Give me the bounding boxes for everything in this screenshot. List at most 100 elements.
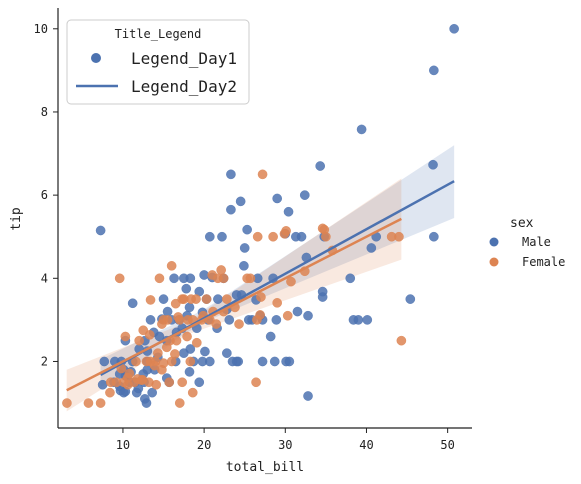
inner-legend-frame	[66, 19, 250, 105]
point-male	[127, 298, 138, 309]
point-male	[235, 196, 246, 207]
point-male	[257, 356, 268, 367]
point-male	[303, 391, 313, 401]
point-female	[154, 273, 165, 284]
point-male	[184, 302, 195, 313]
x-tick-label: 20	[197, 438, 211, 452]
y-tick-label: 6	[41, 188, 48, 202]
point-female	[120, 331, 131, 342]
point-female	[114, 273, 125, 284]
point-male	[239, 243, 250, 253]
point-female	[192, 337, 202, 348]
sex-legend-male-marker	[489, 237, 499, 247]
inner-legend-title: Title_Legend	[115, 27, 202, 41]
point-male	[283, 206, 294, 217]
point-female	[268, 231, 278, 242]
point-male	[204, 231, 215, 242]
sex-legend-title: sex	[510, 216, 534, 231]
point-male	[362, 315, 373, 325]
point-male	[131, 387, 142, 398]
point-male	[429, 65, 439, 76]
point-male	[292, 306, 303, 317]
point-male	[194, 377, 205, 388]
point-female	[213, 273, 223, 284]
point-female	[185, 356, 196, 367]
point-female	[157, 319, 167, 329]
point-female	[145, 295, 156, 305]
x-tick-label: 40	[359, 438, 373, 452]
point-female	[123, 379, 133, 390]
inner-legend: Title_Legend Legend_Day1 Legend_Day2	[66, 19, 250, 105]
point-male	[272, 193, 282, 204]
point-female	[252, 231, 263, 242]
point-male	[284, 356, 295, 367]
point-female	[282, 310, 293, 321]
point-male	[200, 346, 210, 357]
point-female	[134, 335, 144, 346]
point-female	[95, 398, 106, 408]
point-male	[217, 231, 227, 242]
legend-day1-marker	[91, 53, 101, 63]
point-male	[242, 224, 252, 235]
point-male	[226, 169, 236, 180]
point-male	[303, 310, 313, 321]
x-tick-label: 50	[440, 438, 454, 452]
point-female	[83, 398, 94, 408]
point-male	[140, 394, 150, 404]
point-male	[291, 231, 301, 242]
y-tick-label: 4	[41, 271, 48, 285]
point-female	[144, 330, 155, 340]
point-female	[153, 348, 163, 358]
point-male	[179, 348, 189, 358]
point-female	[201, 294, 212, 304]
point-male	[265, 331, 276, 342]
point-male	[269, 356, 280, 367]
point-female	[255, 310, 265, 320]
point-female	[177, 294, 187, 304]
point-male	[243, 315, 254, 325]
point-male	[95, 225, 106, 236]
point-female	[174, 398, 185, 408]
point-female	[171, 335, 182, 346]
point-female	[256, 292, 266, 302]
x-axis-label: total_bill	[226, 460, 304, 475]
point-female	[141, 356, 152, 367]
point-female	[216, 265, 226, 275]
point-male	[181, 283, 192, 294]
y-axis-label: tip	[9, 207, 24, 231]
fit-line-female	[66, 217, 402, 392]
point-female	[166, 356, 177, 367]
point-female	[183, 315, 193, 325]
axes	[57, 8, 472, 429]
point-female	[396, 335, 407, 346]
point-male	[226, 204, 236, 215]
sex-legend-female-marker	[489, 257, 499, 267]
point-female	[151, 379, 162, 390]
point-male	[239, 261, 249, 271]
point-female	[136, 375, 147, 385]
point-female	[164, 377, 175, 388]
point-male	[158, 294, 169, 304]
point-male	[429, 231, 439, 242]
sex-legend-female-label: Female	[522, 255, 565, 269]
point-female	[279, 229, 290, 239]
point-female	[251, 377, 261, 388]
y-ticks: 2 4 6 8 10	[34, 22, 58, 368]
point-male	[213, 294, 223, 304]
point-male	[169, 273, 179, 284]
point-male	[428, 159, 438, 170]
y-tick-label: 8	[41, 105, 48, 119]
point-male	[185, 273, 196, 284]
point-male	[224, 315, 235, 325]
point-male	[405, 294, 416, 304]
point-female	[182, 331, 192, 342]
point-female	[149, 360, 160, 371]
legend-day1-label: Legend_Day1	[131, 49, 237, 68]
point-female	[177, 377, 187, 388]
point-male	[366, 243, 377, 253]
point-female	[394, 231, 404, 242]
point-male	[317, 286, 328, 297]
regression-lines	[66, 180, 455, 392]
point-female	[124, 368, 135, 379]
point-male	[99, 356, 110, 367]
